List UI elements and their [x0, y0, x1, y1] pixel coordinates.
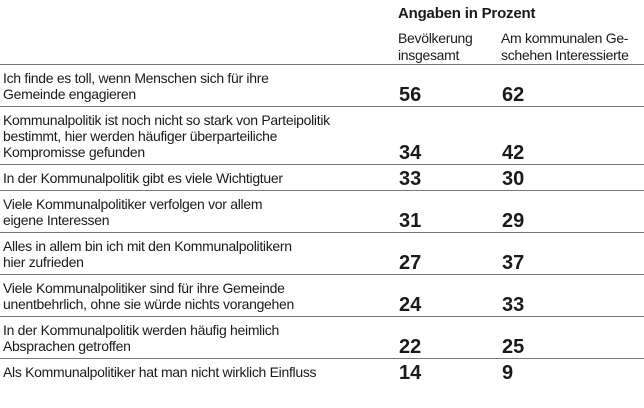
value-population: 22 [399, 336, 422, 358]
column-header-interested: Am kommunalen Ge- schehen Interessierte [501, 30, 629, 63]
table-row: Alles in allem bin ich mit den Kommunalp… [0, 232, 644, 275]
column-header-population: Bevölkerung insgesamt [398, 30, 473, 63]
statement-text: Als Kommunalpolitiker hat man nicht wirk… [3, 364, 317, 380]
statement-text: Alles in allem bin ich mit den Kommunalp… [3, 238, 292, 270]
statement-text: Ich finde es toll, wenn Menschen sich fü… [3, 70, 269, 102]
value-interested: 62 [502, 84, 525, 106]
value-interested: 33 [502, 294, 525, 316]
value-interested: 29 [502, 210, 525, 232]
value-population: 14 [399, 362, 422, 384]
value-interested: 30 [502, 168, 525, 190]
statement-text: In der Kommunalpolitik werden häufig hei… [3, 322, 279, 354]
statement-text: In der Kommunalpolitik gibt es viele Wic… [3, 170, 283, 186]
table-row: Viele Kommunalpolitiker verfolgen vor al… [0, 190, 644, 233]
table-row: In der Kommunalpolitik gibt es viele Wic… [0, 164, 644, 191]
value-population: 27 [399, 252, 422, 274]
value-population: 33 [399, 168, 422, 190]
value-population: 56 [399, 84, 422, 106]
value-interested: 9 [502, 362, 514, 384]
table-row: Ich finde es toll, wenn Menschen sich fü… [0, 64, 644, 107]
table-row: Viele Kommunalpolitiker sind für ihre Ge… [0, 274, 644, 317]
value-population: 34 [399, 142, 422, 164]
value-interested: 37 [502, 252, 525, 274]
value-population: 31 [399, 210, 422, 232]
table-row: In der Kommunalpolitik werden häufig hei… [0, 316, 644, 359]
statement-text: Viele Kommunalpolitiker verfolgen vor al… [3, 196, 263, 228]
table-row: Kommunalpolitik ist noch nicht so stark … [0, 106, 644, 165]
table-row: Als Kommunalpolitiker hat man nicht wirk… [0, 358, 644, 385]
statement-text: Kommunalpolitik ist noch nicht so stark … [3, 112, 330, 160]
value-population: 24 [399, 294, 422, 316]
statement-text: Viele Kommunalpolitiker sind für ihre Ge… [3, 280, 294, 312]
value-interested: 42 [502, 142, 525, 164]
unit-header: Angaben in Prozent [398, 5, 536, 22]
value-interested: 25 [502, 336, 525, 358]
